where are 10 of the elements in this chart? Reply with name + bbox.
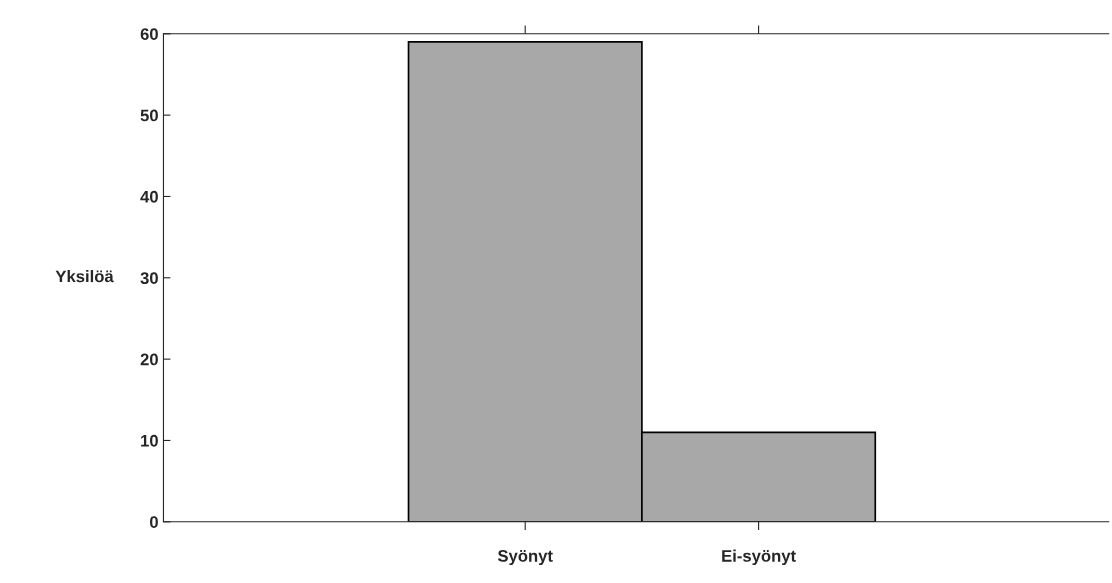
x-tick-label: Ei-syönyt [722,549,796,566]
y-tick-label: 50 [140,109,158,122]
y-tick-label: 40 [140,190,158,203]
y-tick-label: 10 [141,434,158,447]
y-tick-label: 30 [140,272,158,285]
y-axis-title: Yksilöä [55,270,114,283]
x-tick-label: Syönyt [497,550,553,566]
y-tick-label: 20 [140,353,158,366]
y-tick-label: 60 [140,28,158,41]
y-tick-label: 0 [149,516,158,528]
